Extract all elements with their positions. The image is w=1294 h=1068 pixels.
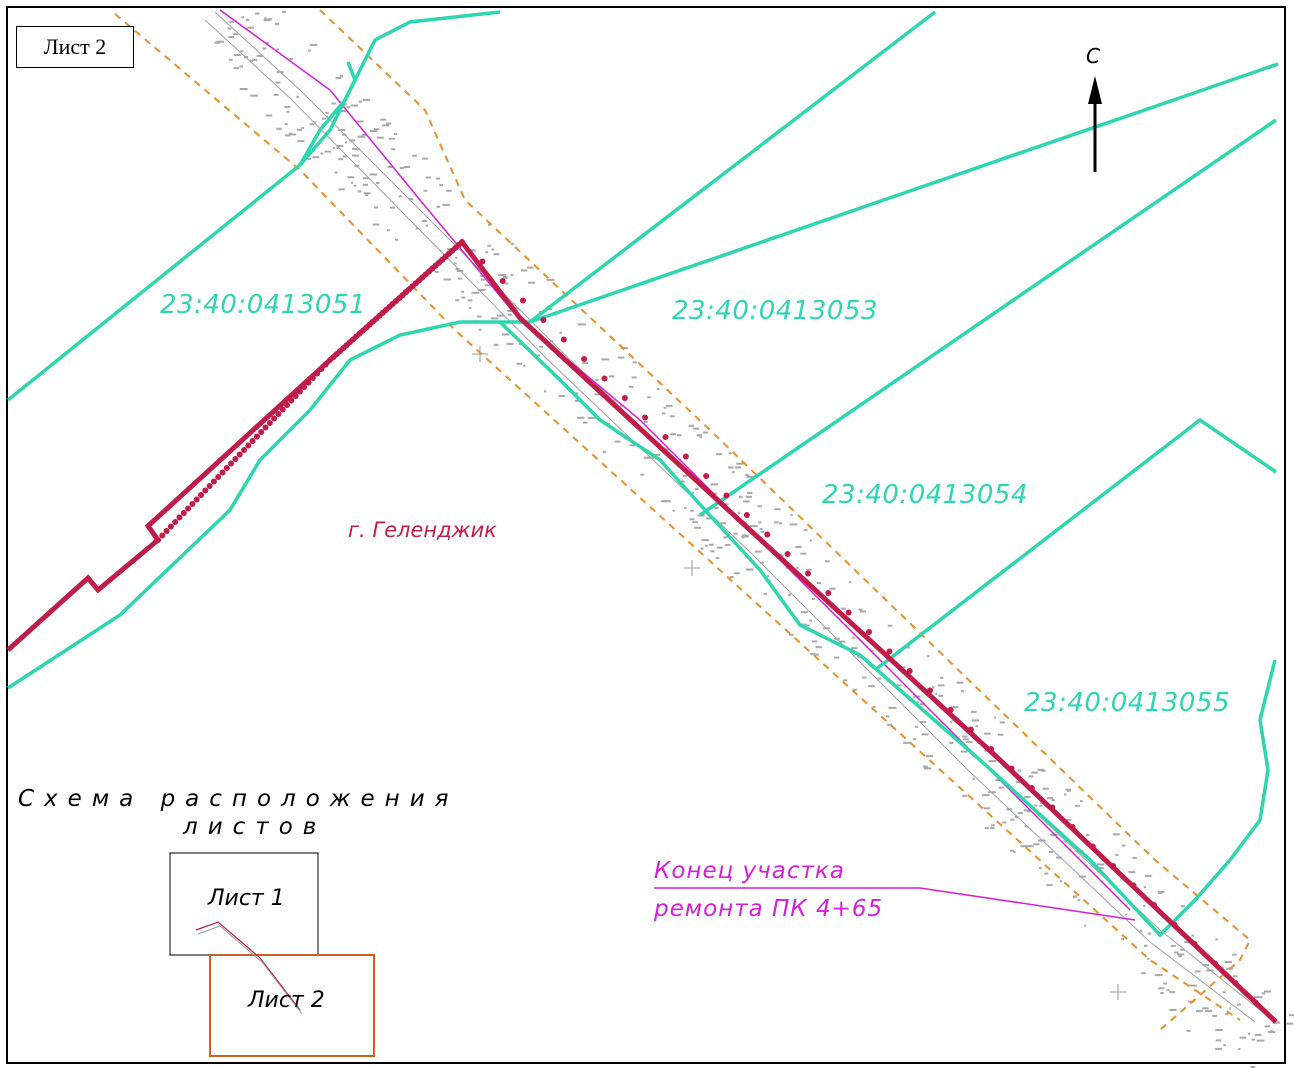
parcel-label-0413055: 23:40:0413055 xyxy=(1024,688,1230,718)
parcel-label-0413051: 23:40:0413051 xyxy=(160,290,366,320)
city-boundary-ticks xyxy=(155,239,1259,1006)
sheet-number-box: Лист 2 xyxy=(16,26,134,68)
end-of-section-line2: ремонта ПК 4+65 xyxy=(654,896,884,922)
north-arrow-icon xyxy=(1088,76,1102,172)
parcel-label-0413053: 23:40:0413053 xyxy=(672,296,878,326)
scheme-title-line2: листов xyxy=(183,814,327,840)
end-of-section-line1: Конец участка xyxy=(654,858,845,884)
end-leader-line xyxy=(654,887,1136,921)
parcel-boundaries xyxy=(6,10,1279,938)
grid-crosses xyxy=(472,346,1126,1000)
scheme-title-line1: Схема расположения xyxy=(18,786,459,812)
mini-sheet-1-label: Лист 1 xyxy=(208,886,285,911)
buffer-zone xyxy=(114,9,1252,1031)
parcel-label-0413054: 23:40:0413054 xyxy=(822,480,1028,510)
mini-sheet-2 xyxy=(209,954,375,1057)
city-label: г. Геленджик xyxy=(348,518,497,542)
mini-route xyxy=(195,921,301,1011)
pipeline-line xyxy=(219,9,1131,911)
survey-points xyxy=(214,10,1294,1068)
mini-sheet-2-label: Лист 2 xyxy=(248,988,325,1013)
north-label: С xyxy=(1086,44,1100,68)
layout-scheme xyxy=(169,852,375,1057)
